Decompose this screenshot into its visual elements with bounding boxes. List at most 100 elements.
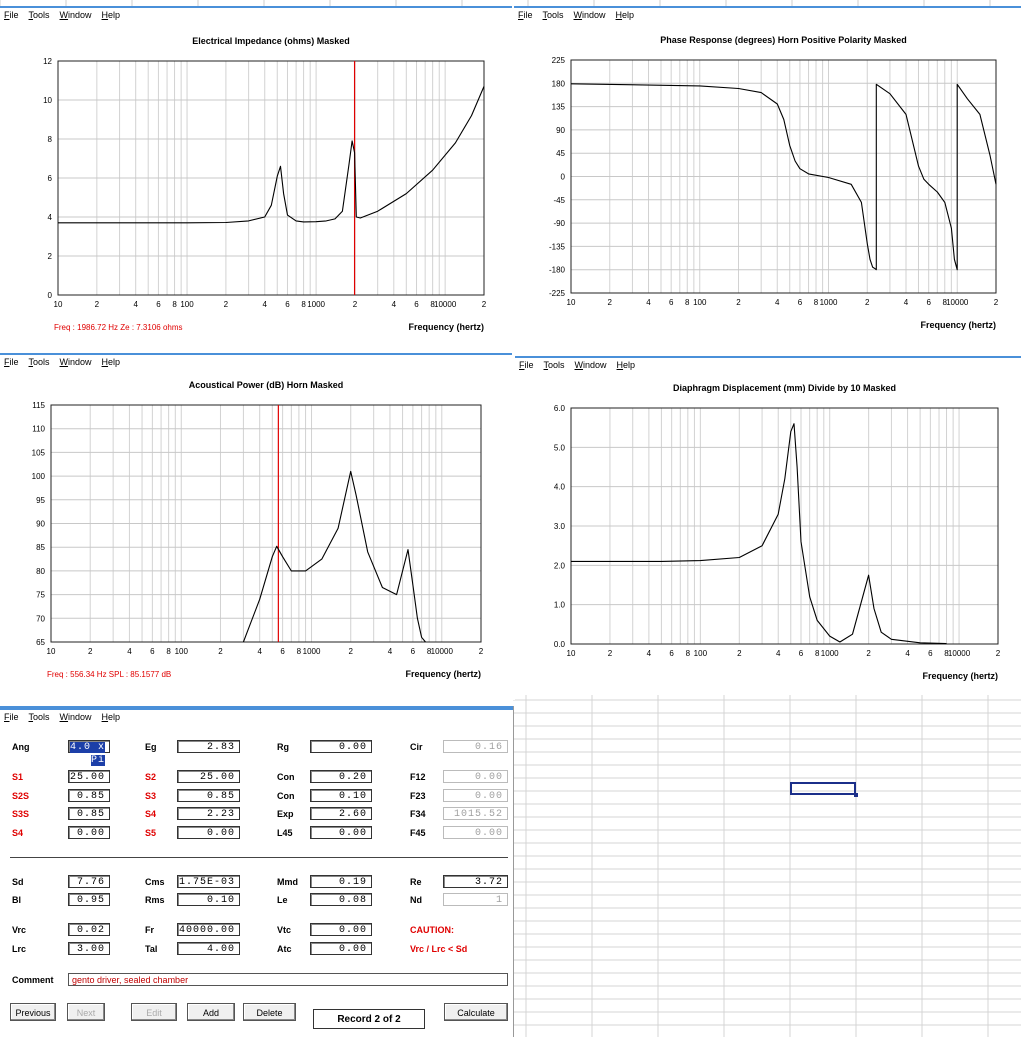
menu-tools[interactable]: Tools [28, 357, 50, 367]
next-button: Next [67, 1003, 105, 1021]
param-value: 0.08 [338, 895, 367, 906]
chart-title: Acoustical Power (dB) Horn Masked [189, 380, 344, 390]
selected-cell[interactable] [790, 782, 858, 797]
param-field-vtc[interactable]: 0.00 [310, 923, 372, 936]
x-tick-label: 10 [567, 298, 576, 307]
param-label-rg: Rg [277, 742, 289, 752]
fill-handle[interactable] [854, 793, 858, 797]
menu-tools[interactable]: Tools [543, 360, 565, 370]
menu-window[interactable]: Window [59, 10, 92, 20]
x-tick-label: 8 [430, 300, 435, 309]
param-field-sd[interactable]: 7.76 [68, 875, 110, 888]
param-value: 0.00 [338, 828, 367, 839]
param-field-eg[interactable]: 2.83 [177, 740, 240, 753]
param-field-fr[interactable]: 40000.00 [177, 923, 240, 936]
menu-file[interactable]: File [518, 10, 533, 20]
comment-field[interactable]: gento driver, sealed chamber [68, 973, 508, 986]
menu-window[interactable]: Window [59, 712, 92, 722]
y-tick-label: 95 [36, 496, 45, 505]
form-menubar: File Tools Window Help [0, 706, 513, 726]
param-label-f12: F12 [410, 772, 426, 782]
param-field-cms[interactable]: 1.75E-03 [177, 875, 240, 888]
x-tick-label: 2 [224, 300, 229, 309]
param-field-s2s[interactable]: 0.85 [68, 789, 110, 802]
param-field-s1[interactable]: 25.00 [68, 770, 110, 783]
param-value: 1015.52 [453, 809, 503, 820]
param-field-lrc[interactable]: 3.00 [68, 942, 110, 955]
param-label-sd: Sd [12, 877, 24, 887]
param-field-exp[interactable]: 2.60 [310, 807, 372, 820]
param-field-vrc[interactable]: 0.02 [68, 923, 110, 936]
menu-file[interactable]: File [519, 360, 534, 370]
menu-tools[interactable]: Tools [28, 10, 50, 20]
menu-file[interactable]: File [4, 712, 19, 722]
menu-help[interactable]: Help [616, 360, 636, 370]
plot-frame [570, 407, 999, 645]
y-tick-label: 6 [48, 174, 53, 183]
menubar: File Tools Window Help [515, 356, 1021, 374]
menu-tools[interactable]: Tools [28, 712, 50, 722]
param-label-bl: Bl [12, 895, 21, 905]
x-tick-label: 10 [54, 300, 63, 309]
x-tick-label: 10000 [434, 300, 457, 309]
x-tick-label: 8 [815, 649, 820, 658]
param-field-rg[interactable]: 0.00 [310, 740, 372, 753]
x-tick-label: 2 [88, 647, 93, 656]
menu-file[interactable]: File [4, 357, 19, 367]
caution-text: Vrc / Lrc < Sd [410, 944, 468, 954]
phase-window: File Tools Window Help Phase Response (degre… [514, 6, 1021, 344]
param-field-s3s[interactable]: 0.85 [68, 807, 110, 820]
param-label-s2: S2 [145, 772, 157, 782]
delete-button[interactable]: Delete [243, 1003, 296, 1021]
menu-window[interactable]: Window [59, 357, 92, 367]
y-tick-label: 4.0 [554, 483, 566, 492]
param-field-s5[interactable]: 0.00 [177, 826, 240, 839]
menu-help[interactable]: Help [101, 357, 121, 367]
param-value: 0.16 [474, 742, 503, 753]
x-tick-label: 2 [218, 647, 223, 656]
menu-window[interactable]: Window [574, 360, 607, 370]
param-label-cir: Cir [410, 742, 423, 752]
menu-tools[interactable]: Tools [542, 10, 564, 20]
y-tick-label: 1.0 [554, 601, 566, 610]
menu-help[interactable]: Help [101, 10, 121, 20]
param-field-rms[interactable]: 0.10 [177, 893, 240, 906]
x-tick-label: 6 [798, 298, 803, 307]
param-field-re[interactable]: 3.72 [443, 875, 508, 888]
y-tick-label: -90 [553, 219, 565, 228]
x-tick-label: 8 [814, 298, 819, 307]
param-field-con[interactable]: 0.20 [310, 770, 372, 783]
chart-title: Electrical Impedance (ohms) Masked [192, 36, 350, 46]
param-field-bl[interactable]: 0.95 [68, 893, 110, 906]
menu-window[interactable]: Window [573, 10, 606, 20]
add-button[interactable]: Add [187, 1003, 235, 1021]
menu-help[interactable]: Help [615, 10, 635, 20]
param-field-ang[interactable]: 4.0 x Pi [68, 740, 110, 766]
param-field-tal[interactable]: 4.00 [177, 942, 240, 955]
plot-frame [50, 404, 482, 643]
param-value: 4.0 x Pi [69, 742, 105, 766]
previous-button[interactable]: Previous [10, 1003, 56, 1021]
menu-help[interactable]: Help [101, 712, 121, 722]
menubar: File Tools Window Help [514, 6, 1021, 24]
param-value: 0.19 [338, 877, 367, 888]
param-field-con[interactable]: 0.10 [310, 789, 372, 802]
x-tick-label: 4 [776, 649, 781, 658]
calculate-button[interactable]: Calculate [444, 1003, 508, 1021]
param-field-s3[interactable]: 0.85 [177, 789, 240, 802]
menu-file[interactable]: File [4, 10, 19, 20]
param-field-l45[interactable]: 0.00 [310, 826, 372, 839]
param-field-le[interactable]: 0.08 [310, 893, 372, 906]
param-field-s2[interactable]: 25.00 [177, 770, 240, 783]
param-field-s4[interactable]: 2.23 [177, 807, 240, 820]
param-label-f23: F23 [410, 791, 426, 801]
y-tick-label: 105 [32, 448, 46, 457]
x-tick-label: 8 [301, 300, 306, 309]
param-field-s4[interactable]: 0.00 [68, 826, 110, 839]
phase-chart: Phase Response (degrees) Horn Positive P… [549, 35, 999, 330]
param-field-mmd[interactable]: 0.19 [310, 875, 372, 888]
x-tick-label: 4 [905, 649, 910, 658]
param-field-atc[interactable]: 0.00 [310, 942, 372, 955]
param-value: 1 [495, 895, 503, 906]
